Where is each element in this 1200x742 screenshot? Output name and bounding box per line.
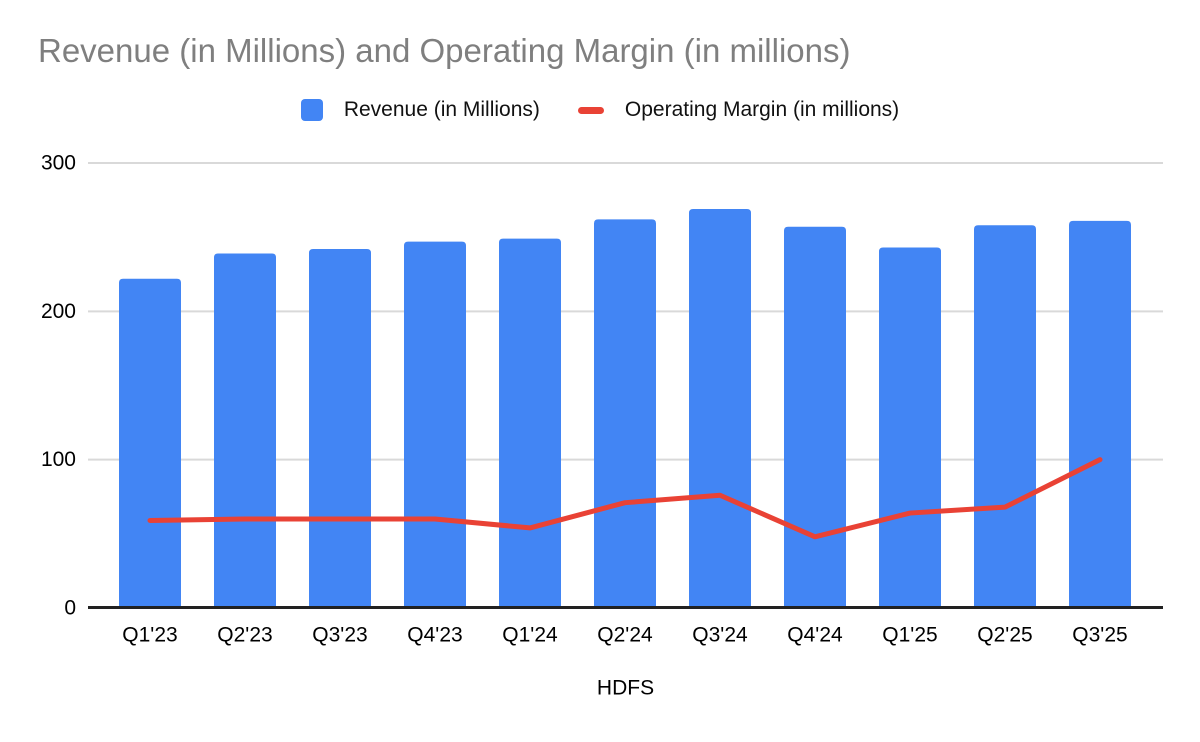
revenue-bar-q4-24[interactable] [784, 226, 846, 608]
x-axis-line [88, 606, 1163, 609]
x-tick-label-q1-25: Q1'25 [882, 624, 937, 647]
legend-label-revenue: Revenue (in Millions) [343, 98, 540, 121]
x-tick-label-q3-25: Q3'25 [1072, 624, 1127, 647]
revenue-bar-q2-25[interactable] [974, 225, 1036, 608]
x-axis-title: HDFS [597, 677, 654, 700]
y-tick-label-300: 300 [41, 152, 76, 175]
revenue-bar-q1-23[interactable] [119, 278, 181, 607]
x-tick-label-q4-24: Q4'24 [787, 624, 843, 647]
x-tick-label-q4-23: Q4'23 [407, 624, 462, 647]
x-tick-label-q2-25: Q2'25 [977, 624, 1032, 647]
revenue-bar-q3-23[interactable] [309, 249, 371, 608]
x-tick-label-q3-23: Q3'23 [312, 624, 367, 647]
x-tick-label-q3-24: Q3'24 [692, 624, 748, 647]
revenue-bar-q2-23[interactable] [214, 253, 276, 607]
revenue-bar-q1-24[interactable] [499, 238, 561, 607]
legend-item-revenue[interactable]: Revenue (in Millions) [300, 98, 540, 122]
revenue-bar-q2-24[interactable] [594, 219, 656, 607]
x-tick-label-q1-23: Q1'23 [122, 624, 177, 647]
legend-item-operating-margin[interactable]: Operating Margin (in millions) [577, 98, 900, 122]
x-tick-label-q2-24: Q2'24 [597, 624, 653, 647]
chart-title: Revenue (in Millions) and Operating Marg… [38, 32, 851, 69]
revenue-swatch-icon [300, 99, 323, 121]
revenue-bar-q3-24[interactable] [689, 208, 751, 607]
operating-margin-swatch-icon [577, 106, 604, 114]
y-tick-label-0: 0 [64, 597, 76, 620]
revenue-bar-q1-25[interactable] [879, 247, 941, 608]
y-tick-label-200: 200 [41, 300, 76, 323]
revenue-bar-q3-25[interactable] [1069, 220, 1131, 607]
revenue-bar-q4-23[interactable] [404, 241, 466, 607]
x-tick-label-q2-23: Q2'23 [217, 624, 272, 647]
operating-margin-line[interactable] [147, 457, 1103, 540]
legend: Revenue (in Millions) Operating Margin (… [0, 96, 1200, 124]
x-tick-label-q1-24: Q1'24 [502, 624, 558, 647]
y-tick-label-100: 100 [41, 448, 76, 471]
legend-label-operating-margin: Operating Margin (in millions) [624, 98, 900, 121]
